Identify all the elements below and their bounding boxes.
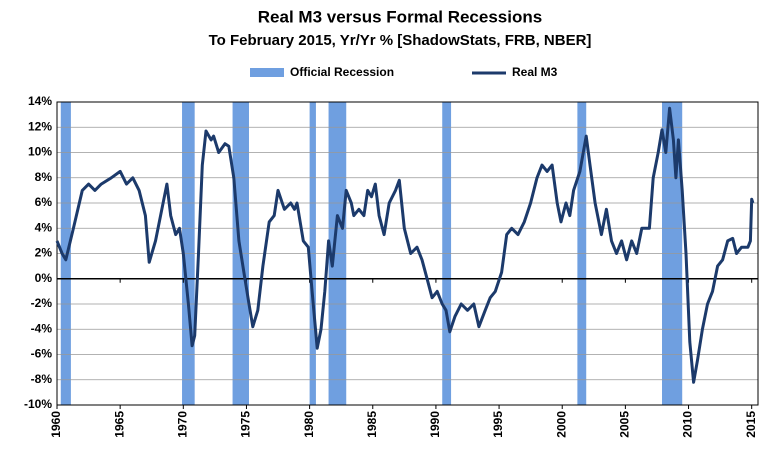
data-line (55, 106, 755, 384)
y-tick-label: -6% (31, 347, 53, 361)
x-tick-label: 1985 (365, 411, 379, 438)
y-tick-label: 4% (35, 220, 53, 234)
y-tick-label: 12% (28, 119, 52, 133)
y-tick-label: 2% (35, 246, 53, 260)
y-tick-label: 14% (28, 94, 52, 108)
y-tick-label: 8% (35, 170, 53, 184)
x-tick-label: 1990 (428, 411, 442, 438)
x-tick-label: 2010 (681, 411, 695, 438)
x-tick-label: 2000 (554, 411, 568, 438)
x-tick-label: 2015 (744, 411, 758, 438)
plot-border (56, 101, 759, 406)
x-tick-label: 1995 (491, 411, 505, 438)
x-tick-label: 2005 (618, 411, 632, 438)
chart-title: Real M3 versus Formal Recessions (258, 7, 542, 26)
legend-label: Real M3 (512, 65, 558, 79)
legend-swatch (250, 68, 284, 77)
y-tick-label: 10% (28, 145, 52, 159)
y-tick-label: 6% (35, 195, 53, 209)
y-tick-label: -10% (24, 397, 52, 411)
x-tick-label: 1970 (175, 411, 189, 438)
x-tick-label: 1980 (302, 411, 316, 438)
y-tick-label: -2% (31, 296, 53, 310)
y-tick-label: -8% (31, 372, 53, 386)
x-tick-label: 1975 (239, 411, 253, 438)
x-tick-label: 1965 (112, 411, 126, 438)
legend-label: Official Recession (290, 65, 394, 79)
y-tick-label: -4% (31, 321, 53, 335)
y-tick-label: 0% (35, 271, 53, 285)
x-tick-label: 1960 (49, 411, 63, 438)
chart-subtitle: To February 2015, Yr/Yr % [ShadowStats, … (209, 32, 592, 49)
